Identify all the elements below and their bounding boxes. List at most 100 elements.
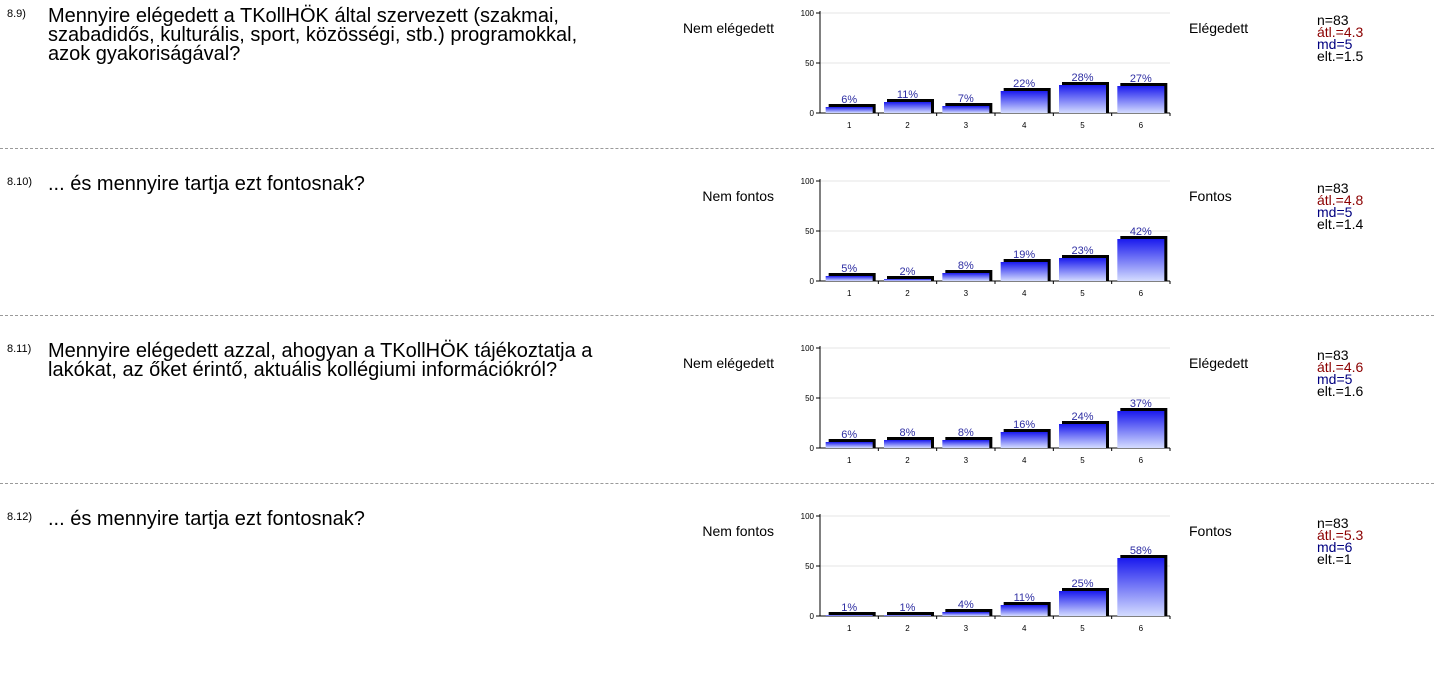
- bar: [825, 276, 873, 281]
- bar: [942, 106, 990, 113]
- stats-panel: n=83 átl.=5.3 md=6 elt.=1: [1317, 515, 1364, 567]
- bar: [884, 615, 931, 616]
- bar-value-label: 37%: [1130, 398, 1152, 410]
- bar-value-label: 11%: [897, 89, 918, 101]
- x-tick-label: 6: [1139, 289, 1144, 298]
- bar-value-label: 1%: [841, 602, 857, 614]
- bar-shadow: [887, 612, 934, 616]
- stat-deviation: elt.=1: [1317, 551, 1352, 567]
- bar: [1000, 262, 1048, 281]
- x-tick-label: 1: [847, 456, 852, 465]
- bar-value-label: 23%: [1071, 245, 1093, 257]
- stat-n: n=83: [1317, 12, 1349, 28]
- scale-left-label: Nem elégedett: [682, 20, 774, 36]
- y-tick-label: 0: [810, 109, 815, 118]
- question-number: 8.10): [7, 176, 33, 188]
- x-tick-label: 4: [1022, 456, 1027, 465]
- scale-left-label: Nem elégedett: [682, 355, 774, 371]
- x-tick-label: 2: [905, 289, 910, 298]
- separator: [0, 315, 1434, 316]
- question-block-8-11: 8.11) Mennyire elégedett azzal, ahogyan …: [0, 335, 1434, 505]
- bar-value-label: 6%: [841, 429, 857, 441]
- question-block-8-12: 8.12) ... és mennyire tartja ezt fontosn…: [0, 503, 1434, 673]
- y-tick-label: 0: [810, 612, 815, 621]
- bar-value-label: 42%: [1130, 226, 1152, 238]
- bar: [1059, 424, 1106, 448]
- bar: [884, 279, 931, 281]
- y-tick-label: 100: [801, 344, 815, 353]
- y-tick-label: 100: [801, 177, 815, 186]
- bar: [1000, 605, 1048, 616]
- bar: [1000, 432, 1048, 448]
- question-text: ... és mennyire tartja ezt fontosnak?: [48, 508, 365, 530]
- stats-panel: n=83 átl.=4.8 md=5 elt.=1.4: [1317, 180, 1364, 232]
- bar: [1117, 239, 1165, 281]
- bar-value-label: 19%: [1013, 249, 1035, 261]
- bar: [825, 107, 873, 113]
- bar-value-label: 4%: [958, 599, 974, 611]
- stat-median: md=5: [1317, 371, 1353, 387]
- question-number: 8.11): [7, 343, 32, 355]
- bar: [1059, 258, 1106, 281]
- x-tick-label: 1: [847, 289, 852, 298]
- scale-right-label: Elégedett: [1189, 20, 1249, 36]
- x-tick-label: 4: [1022, 624, 1027, 633]
- stat-average: átl.=4.8: [1317, 192, 1364, 208]
- x-tick-label: 6: [1139, 121, 1144, 130]
- bar: [942, 440, 990, 448]
- bar: [1059, 85, 1106, 113]
- x-tick-label: 2: [905, 121, 910, 130]
- bar-value-label: 58%: [1130, 545, 1152, 557]
- question-number: 8.9): [7, 8, 26, 20]
- scale-left-label: Nem fontos: [702, 523, 774, 539]
- bar-value-label: 7%: [958, 93, 974, 105]
- bar-value-label: 8%: [900, 427, 916, 439]
- bar-shadow: [887, 276, 934, 281]
- bar-shadow: [828, 612, 876, 616]
- y-tick-label: 50: [805, 59, 814, 68]
- stat-median: md=5: [1317, 204, 1353, 220]
- x-tick-label: 3: [964, 624, 969, 633]
- x-tick-label: 6: [1139, 624, 1144, 633]
- stat-median: md=5: [1317, 36, 1353, 52]
- x-tick-label: 1: [847, 624, 852, 633]
- bar: [825, 615, 873, 616]
- stat-average: átl.=4.3: [1317, 24, 1364, 40]
- question-text: ... és mennyire tartja ezt fontosnak?: [48, 173, 365, 195]
- bar: [1117, 86, 1165, 113]
- bar-value-label: 2%: [900, 266, 916, 278]
- stat-median: md=6: [1317, 539, 1353, 555]
- x-tick-label: 3: [964, 121, 969, 130]
- stat-n: n=83: [1317, 515, 1349, 531]
- scale-left-label: Nem fontos: [702, 188, 774, 204]
- stat-deviation: elt.=1.5: [1317, 48, 1364, 64]
- bar: [884, 102, 931, 113]
- bar: [1000, 91, 1048, 113]
- bar-value-label: 24%: [1071, 411, 1093, 423]
- bar-chart: 0 50 100 6% 1 8% 2 8% 3 16% 4 24% 5 37% 6: [801, 344, 1171, 465]
- bar: [942, 273, 990, 281]
- x-tick-label: 3: [964, 289, 969, 298]
- bar: [1117, 558, 1165, 616]
- bar-value-label: 25%: [1071, 578, 1093, 590]
- bar-value-label: 16%: [1013, 419, 1035, 431]
- bar-value-label: 1%: [900, 602, 916, 614]
- bar-value-label: 5%: [841, 263, 857, 275]
- x-tick-label: 4: [1022, 289, 1027, 298]
- stat-average: átl.=5.3: [1317, 527, 1364, 543]
- stat-n: n=83: [1317, 180, 1349, 196]
- y-tick-label: 50: [805, 394, 814, 403]
- bar-value-label: 28%: [1071, 72, 1093, 84]
- question-block-8-10: 8.10) ... és mennyire tartja ezt fontosn…: [0, 168, 1434, 338]
- stat-average: átl.=4.6: [1317, 359, 1364, 375]
- question-text: Mennyire elégedett azzal, ahogyan a TKol…: [48, 340, 593, 381]
- x-tick-label: 5: [1080, 121, 1085, 130]
- bar: [884, 440, 931, 448]
- y-tick-label: 50: [805, 562, 814, 571]
- bar-value-label: 8%: [958, 260, 974, 272]
- question-number: 8.12): [7, 511, 33, 523]
- stat-deviation: elt.=1.4: [1317, 216, 1364, 232]
- x-tick-label: 2: [905, 624, 910, 633]
- x-tick-label: 5: [1080, 289, 1085, 298]
